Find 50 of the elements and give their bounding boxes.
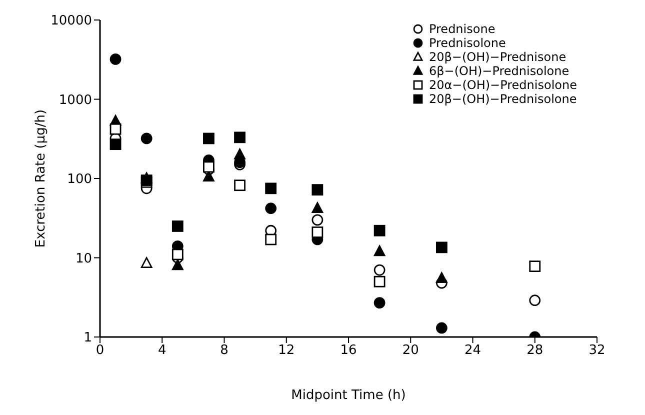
- x-tick-label: 8: [220, 343, 228, 358]
- y-tick-label: 1: [84, 330, 92, 346]
- x-tick-label: 12: [278, 343, 295, 358]
- y-tick-label: 100: [67, 172, 92, 188]
- point: [140, 132, 152, 144]
- point: [110, 138, 122, 150]
- point: [374, 224, 386, 236]
- point: [312, 202, 324, 214]
- point: [529, 294, 541, 306]
- point: [436, 272, 448, 284]
- x-tick-label: 0: [96, 343, 104, 358]
- point: [234, 132, 246, 144]
- point: [312, 226, 324, 238]
- point: [374, 264, 386, 276]
- legend-label: 20β−(OH)−Prednisone: [428, 50, 566, 64]
- point: [436, 242, 448, 254]
- point: [312, 214, 324, 226]
- point: [265, 202, 277, 214]
- x-tick-label: 20: [402, 343, 419, 358]
- point: [110, 123, 122, 135]
- point: [203, 132, 214, 144]
- point: [312, 184, 324, 196]
- x-tick-label: 4: [158, 343, 166, 358]
- point: [374, 276, 386, 288]
- point: [234, 180, 246, 192]
- y-axis-title: Excretion Rate (µg/h): [34, 109, 49, 248]
- legend-label: Prednisolone: [428, 36, 506, 50]
- legend-label: 6β−(OH)−Prednisolone: [428, 64, 570, 78]
- x-tick-label: 28: [526, 343, 544, 358]
- point: [374, 245, 386, 256]
- point: [436, 322, 448, 334]
- legend-label: 20β−(OH)−Prednisolone: [428, 92, 577, 106]
- point: [265, 182, 277, 194]
- point: [110, 54, 122, 65]
- y-tick-label: 1000: [58, 92, 92, 108]
- point: [265, 234, 277, 246]
- point: [140, 257, 152, 268]
- legend-label: 20α−(OH)−Prednisolone: [428, 78, 577, 92]
- y-tick-label: 10: [75, 251, 92, 266]
- x-tick-label: 16: [340, 343, 357, 358]
- point: [374, 297, 386, 309]
- x-tick-label: 24: [464, 343, 482, 358]
- x-axis-title: Midpoint Time (h): [291, 388, 406, 403]
- legend-label: Prednisone: [428, 22, 496, 36]
- y-tick-label: 10000: [50, 14, 92, 29]
- point: [203, 161, 214, 173]
- point: [172, 220, 184, 232]
- point: [529, 260, 541, 272]
- x-tick-label: 32: [588, 343, 606, 358]
- point: [234, 148, 246, 160]
